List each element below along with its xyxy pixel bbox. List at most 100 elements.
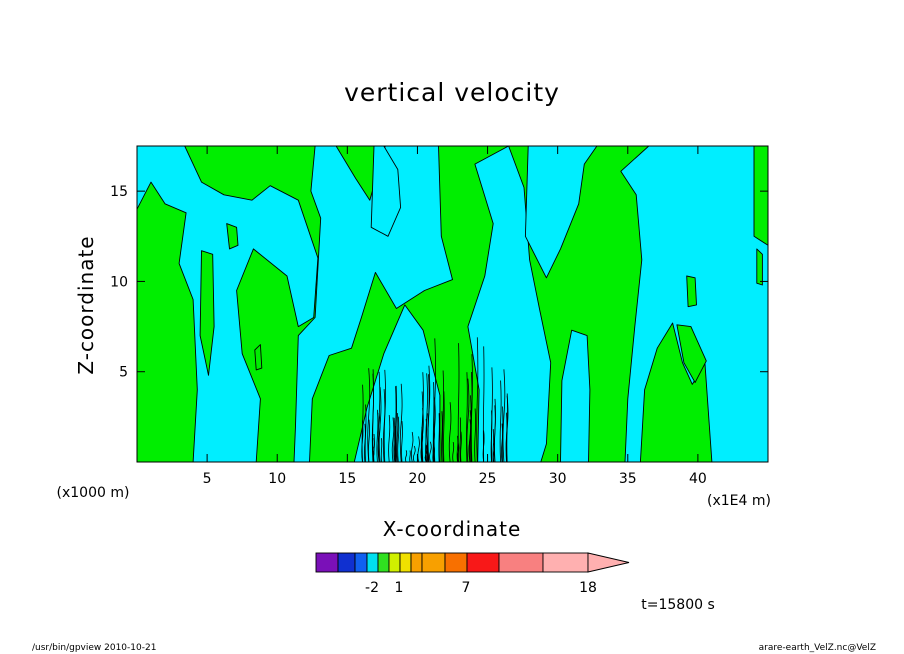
x-unit-label-right: (x1E4 m) <box>707 493 771 509</box>
turbulence-contour <box>469 395 472 462</box>
turbulence-contour <box>459 417 462 462</box>
x-tick-label: 20 <box>409 471 427 487</box>
colorbar-segment <box>377 552 390 573</box>
turbulence-contour <box>396 412 399 462</box>
colorbar-label: -2 <box>365 580 379 596</box>
turbulence-contour <box>432 423 435 462</box>
turbulence-contour <box>409 450 411 462</box>
turbulence-contour <box>438 413 440 462</box>
turbulence-contour <box>452 442 455 462</box>
colorbar-segment <box>444 552 468 573</box>
footer-left-text: /usr/bin/gpview 2010-10-21 <box>32 643 156 653</box>
plot-frame <box>136 145 769 463</box>
turbulence-contour <box>429 441 432 462</box>
plot-area: 5 10 15 20 25 30 35 40 5 10 15 <box>110 145 769 487</box>
velocity-region-green <box>199 250 215 376</box>
x-unit-label-left: (x1000 m) <box>57 485 130 501</box>
turbulence-contour <box>460 431 462 462</box>
x-tick-label: 35 <box>619 471 637 487</box>
turbulence-contour <box>395 385 397 462</box>
colorbar-segment <box>366 552 379 573</box>
velocity-regions <box>137 146 768 462</box>
turbulence-contour <box>494 398 496 462</box>
velocity-region-cyan <box>293 146 453 462</box>
colorbar-segment <box>421 552 446 573</box>
velocity-region-green <box>226 223 239 250</box>
footer-right-text: arare-earth_VelZ.nc@VelZ <box>759 643 876 653</box>
colorbar-segment <box>399 552 412 573</box>
turbulence-contour <box>399 383 403 462</box>
colorbar-segment <box>466 552 500 573</box>
y-tick-label: 15 <box>110 184 128 200</box>
y-tick-label: 10 <box>110 274 128 290</box>
turbulence-contour <box>474 408 477 462</box>
turbulence-contour <box>466 372 468 462</box>
velocity-region-cyan <box>370 146 402 237</box>
turbulence-contour <box>410 431 414 462</box>
y-tick-label: 5 <box>119 365 128 381</box>
turbulence-contour <box>391 417 395 462</box>
turbulence-contour <box>448 402 452 462</box>
turbulence-contour <box>377 371 381 462</box>
turbulence-contour <box>393 417 395 462</box>
velocity-region-cyan <box>467 146 552 462</box>
velocity-region-green <box>756 248 763 286</box>
time-annotation: t=15800 s <box>641 597 715 613</box>
turbulence-contour <box>443 391 445 462</box>
colorbar-label: 1 <box>395 580 404 596</box>
turbulence-contour <box>372 369 374 462</box>
colorbar-segment <box>498 552 544 573</box>
x-tick-label: 10 <box>268 471 286 487</box>
turbulence-contour <box>380 438 383 462</box>
x-tick-label: 5 <box>203 471 212 487</box>
turbulence-contour <box>466 378 470 462</box>
velocity-region-green <box>254 344 263 371</box>
x-tick-label: 15 <box>338 471 356 487</box>
turbulence-contour <box>383 369 386 462</box>
turbulence-contour <box>378 387 382 462</box>
colorbar-labels: -2 1 7 18 <box>365 580 597 596</box>
turbulence-contour <box>364 404 367 462</box>
colorbar-segment <box>354 552 368 573</box>
turbulence-contour <box>373 433 375 462</box>
turbulence-contour <box>404 450 408 462</box>
turbulence-contour <box>476 337 479 462</box>
turbulence-contour <box>376 409 379 462</box>
chart-title: vertical velocity <box>344 78 560 107</box>
x-tick-label: 25 <box>479 471 497 487</box>
velocity-region-green <box>686 275 697 308</box>
turbulence-contour <box>457 343 460 462</box>
turbulence-contour <box>470 354 473 462</box>
turbulence-contour <box>442 370 445 462</box>
turbulence-contour <box>441 411 443 462</box>
velocity-region-cyan <box>137 146 319 462</box>
turbulence-contour <box>482 430 485 462</box>
y-axis-ticks: 5 10 15 <box>110 184 768 381</box>
turbulence-contour <box>367 419 370 462</box>
velocity-region-cyan <box>560 329 591 462</box>
y-axis-title: Z-coordinate <box>74 235 98 374</box>
velocity-region-green <box>676 324 707 383</box>
colorbar-segment <box>388 552 401 573</box>
turbulence-contour <box>490 367 493 462</box>
colorbar <box>315 552 630 573</box>
colorbar-segment <box>410 552 423 573</box>
x-axis-title: X-coordinate <box>383 517 522 541</box>
turbulence-contour <box>427 365 431 462</box>
velocity-region-cyan <box>524 146 598 279</box>
turbulence-contour <box>456 435 459 462</box>
turbulence-contour <box>417 436 420 462</box>
turbulence-contour <box>492 443 495 462</box>
colorbar-segment <box>315 552 339 573</box>
turbulence-contour <box>401 421 403 462</box>
turbulence-contour <box>502 369 506 462</box>
colorbar-label: 7 <box>462 580 471 596</box>
turbulence-contour <box>433 338 436 462</box>
x-tick-label: 30 <box>549 471 567 487</box>
turbulence-contour <box>388 415 391 462</box>
turbulence-contour <box>397 416 400 462</box>
turbulence-contours <box>361 337 509 462</box>
turbulence-contour <box>425 373 428 462</box>
turbulence-contour <box>501 406 504 462</box>
